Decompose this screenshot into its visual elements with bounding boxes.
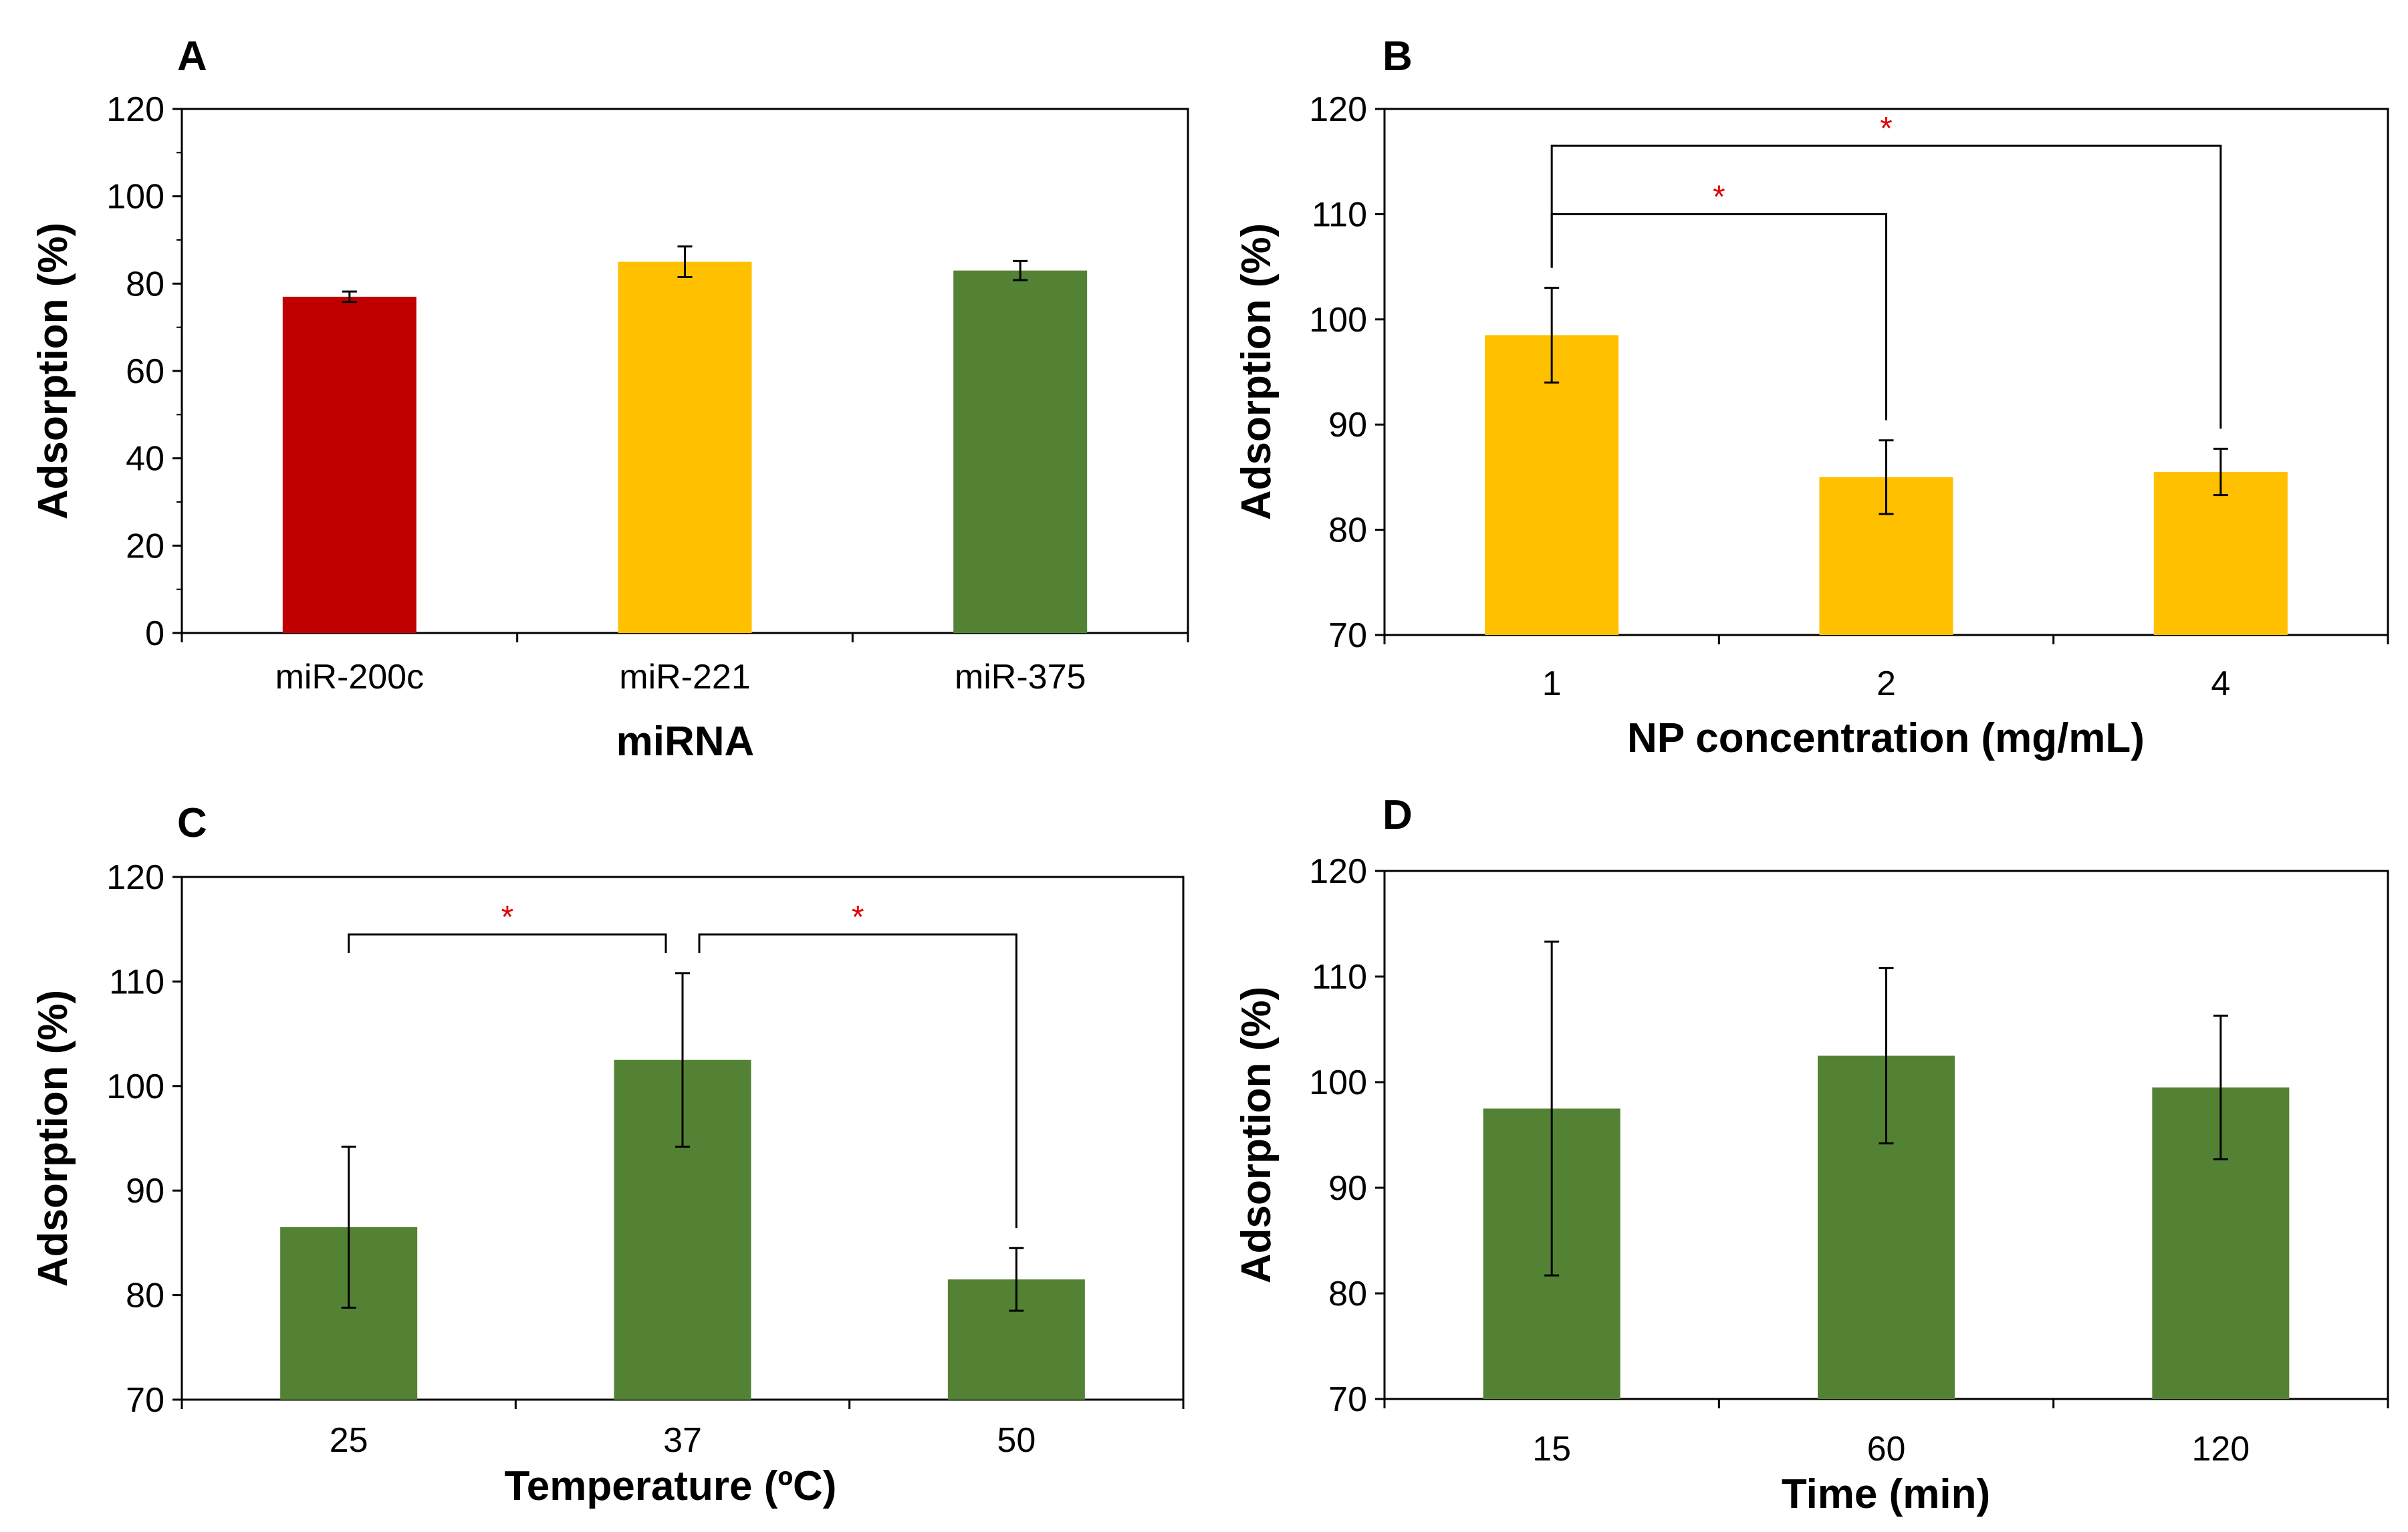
bar [2153, 472, 2288, 635]
bars: miR-200c miR-221 miR-375 [275, 245, 1088, 696]
x-axis-title: Temperature (ºC) [505, 1463, 837, 1509]
y-tick-label: 110 [1312, 195, 1367, 234]
y-axis-ticks: 0 20 40 60 80 100 120 [106, 90, 1189, 653]
significance-star: * [1880, 111, 1893, 146]
significance-bracket [1550, 144, 2222, 429]
bars: 1 2 4 [1485, 287, 2288, 703]
panel-a: A 0 20 40 60 80 100 120 miR-200c miR-221 miR-375… [30, 33, 1189, 765]
y-tick-label: 0 [145, 614, 164, 653]
x-tick-label: 37 [663, 1421, 702, 1460]
x-tick-label: miR-200c [275, 658, 425, 696]
significance-bracket [698, 933, 1017, 1229]
significance-star: * [852, 900, 864, 935]
panel-letter: A [177, 33, 207, 80]
y-tick-label: 40 [126, 440, 164, 479]
bar [953, 270, 1088, 633]
bar [618, 261, 752, 634]
y-axis-title: Adsorption (%) [1233, 987, 1280, 1283]
panel-d: D 70 80 90 100 110 120 15 60 120 Time (min) Ads… [1233, 792, 2389, 1517]
x-tick-label: 2 [1877, 664, 1896, 703]
y-tick-label: 70 [1328, 616, 1367, 655]
x-tick-label: 25 [330, 1421, 368, 1460]
y-tick-label: 80 [126, 1277, 164, 1315]
y-tick-label: 70 [1328, 1380, 1367, 1419]
y-axis-title: Adsorption (%) [30, 990, 76, 1287]
x-tick-label: 120 [2191, 1430, 2250, 1469]
y-tick-label: 90 [1328, 406, 1367, 444]
y-tick-label: 90 [1328, 1169, 1367, 1208]
bar [282, 296, 416, 633]
x-tick-label: 15 [1532, 1430, 1571, 1469]
y-tick-label: 120 [106, 90, 164, 129]
panel-letter: D [1382, 792, 1413, 838]
significance-brackets: ** [348, 900, 1017, 1229]
significance-brackets: ** [1550, 111, 2222, 429]
panel-letter: C [177, 800, 207, 846]
x-tick-label: 50 [997, 1421, 1036, 1460]
y-tick-label: 60 [126, 352, 164, 391]
y-axis-ticks: 70 80 90 100 110 120 [1309, 852, 2389, 1419]
y-axis-title: Adsorption (%) [1233, 223, 1280, 520]
y-axis-ticks: 70 80 90 100 110 120 [1309, 90, 2389, 655]
y-tick-label: 80 [126, 265, 164, 303]
x-tick-label: miR-375 [955, 658, 1086, 696]
y-tick-label: 120 [1309, 852, 1367, 891]
y-axis-ticks: 70 80 90 100 110 120 [106, 858, 1185, 1420]
y-tick-label: 120 [1309, 90, 1367, 129]
x-axis-title: miRNA [616, 719, 755, 765]
y-tick-label: 80 [1328, 1275, 1367, 1313]
y-tick-label: 100 [1309, 1063, 1367, 1102]
bar [1485, 335, 1619, 635]
y-tick-label: 100 [1309, 301, 1367, 340]
x-tick-label: 1 [1542, 664, 1562, 703]
y-tick-label: 110 [109, 963, 164, 1001]
y-tick-label: 100 [106, 178, 164, 217]
significance-star: * [1713, 179, 1725, 215]
x-tick-label: miR-221 [619, 658, 751, 696]
x-tick-label: 60 [1867, 1430, 1906, 1469]
y-tick-label: 100 [106, 1067, 164, 1106]
significance-bracket [348, 933, 667, 954]
x-tick-label: 4 [2211, 664, 2230, 703]
bars: 15 60 120 [1483, 940, 2290, 1469]
x-axis-title: Time (min) [1782, 1471, 1990, 1517]
y-tick-label: 120 [106, 858, 164, 897]
y-tick-label: 20 [126, 527, 164, 565]
y-tick-label: 80 [1328, 511, 1367, 550]
panel-letter: B [1382, 33, 1413, 80]
y-tick-label: 70 [126, 1381, 164, 1420]
y-axis-title: Adsorption (%) [30, 223, 76, 519]
x-axis-title: NP concentration (mg/mL) [1627, 715, 2145, 761]
significance-star: * [501, 900, 513, 935]
bars: 25 37 50 [280, 972, 1085, 1460]
y-tick-label: 110 [1312, 958, 1367, 997]
y-tick-label: 90 [126, 1172, 164, 1210]
